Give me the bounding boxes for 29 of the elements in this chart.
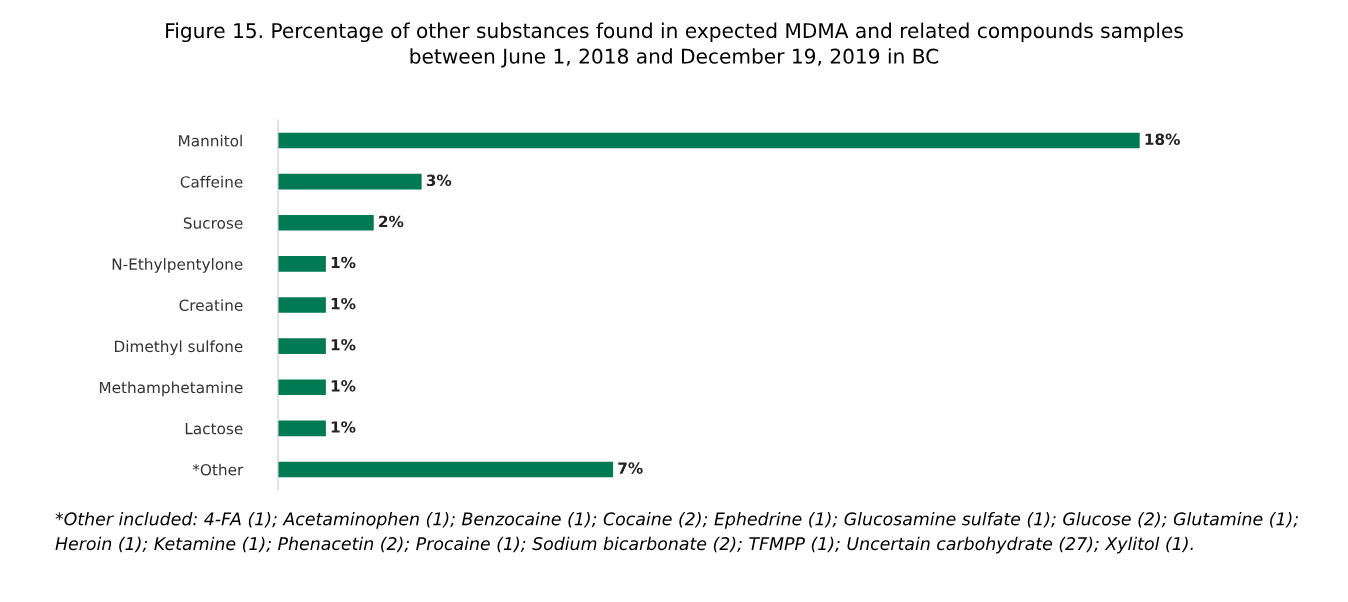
bar — [278, 214, 374, 231]
data-label: 2% — [379, 215, 404, 228]
bar — [278, 256, 326, 272]
y-tick-label: Creatine — [179, 299, 243, 312]
y-tick-label: Caffeine — [180, 175, 243, 188]
bar — [278, 420, 326, 437]
y-tick-label: Lactose — [185, 423, 243, 435]
data-label: 1% — [331, 338, 356, 351]
data-label: 1% — [331, 380, 356, 392]
bar — [278, 173, 422, 190]
y-tick-label: *Other — [192, 463, 244, 476]
data-label: 1% — [331, 297, 356, 310]
data-label: 1% — [331, 421, 356, 433]
text: *Other included: 4-FA (1); Acetaminophen (1); Benzocaine (1); Cocaine (2); Ephedrine (1); Glucosamine sulfate (1); Glucose (2); Glutamine (1); Heroin (1); Ketamine (1); Phenacetin (2); Procaine (1); Sodium bicarbonate (2); TFMPP (1); Uncertain carbohydrate (27); Xylitol (1). — [55, 512, 1298, 554]
y-tick-label: Dimethyl sulfone — [114, 340, 243, 356]
y-tick-label: Methamphetamine — [99, 381, 243, 397]
y-tick-label: Mannitol — [179, 134, 242, 147]
bar — [278, 461, 614, 478]
y-tick-label: N-Ethylpentylone — [112, 258, 243, 273]
data-label: 1% — [331, 256, 356, 269]
data-label: 7% — [618, 462, 643, 474]
data-label: 3% — [426, 174, 452, 187]
chart-title: Figure 15. Percentage of other substances found in expected MDMA and related compounds samples between June 1, 2018 and December 19, 2019 in BC — [166, 22, 1183, 68]
bar — [278, 379, 326, 396]
bar — [278, 338, 326, 354]
y-tick-label: Sucrose — [183, 217, 243, 229]
bar — [278, 132, 1140, 149]
data-label: 18% — [1145, 133, 1180, 145]
bar — [278, 297, 326, 313]
